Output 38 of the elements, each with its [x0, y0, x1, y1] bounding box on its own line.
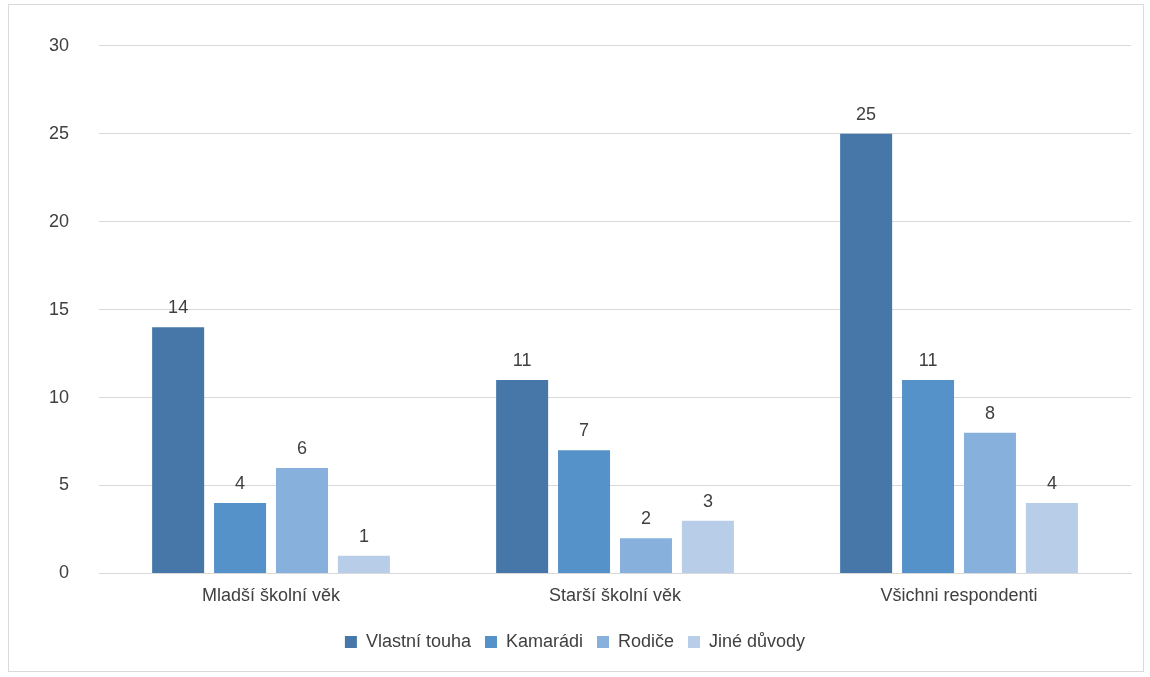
data-label: 3: [702, 490, 713, 511]
bar: [152, 327, 205, 573]
bar: [1025, 503, 1078, 573]
data-label: 8: [984, 402, 995, 423]
y-tick-label: 25: [48, 122, 70, 143]
data-label: 25: [856, 103, 877, 124]
bar: [902, 379, 955, 573]
data-label: 11: [918, 349, 938, 370]
data-label: 2: [640, 508, 651, 529]
bar: [963, 432, 1016, 573]
y-tick-label: 10: [48, 386, 70, 407]
bar: [558, 450, 611, 573]
y-tick-label: 0: [59, 562, 70, 583]
y-tick-label: 15: [48, 298, 70, 319]
bar: [681, 520, 734, 573]
data-label: 14: [168, 297, 189, 318]
bar: [275, 467, 328, 573]
data-label: 4: [1046, 473, 1057, 494]
x-tick-label: Starší školní věk: [548, 585, 683, 606]
bar: [840, 133, 893, 573]
x-tick-label: Všichni respondenti: [880, 585, 1038, 606]
legend-label: Rodiče: [618, 630, 675, 651]
y-tick-label: 20: [48, 210, 70, 231]
x-tick-label: Mladší školní věk: [201, 585, 342, 606]
legend-label: Vlastní touha: [365, 630, 472, 651]
data-label: 11: [512, 349, 532, 370]
data-label: 7: [579, 420, 590, 441]
bar: [496, 379, 549, 573]
legend-label: Kamarádi: [505, 630, 584, 651]
data-label: 4: [235, 473, 246, 494]
y-tick-label: 30: [48, 34, 70, 55]
bar: [214, 503, 267, 573]
bar: [337, 555, 390, 573]
data-label: 1: [358, 525, 369, 546]
y-tick-label: 5: [59, 474, 70, 495]
legend-label: Jiné důvody: [709, 630, 806, 651]
data-label: 6: [296, 437, 307, 458]
bar: [619, 538, 672, 573]
